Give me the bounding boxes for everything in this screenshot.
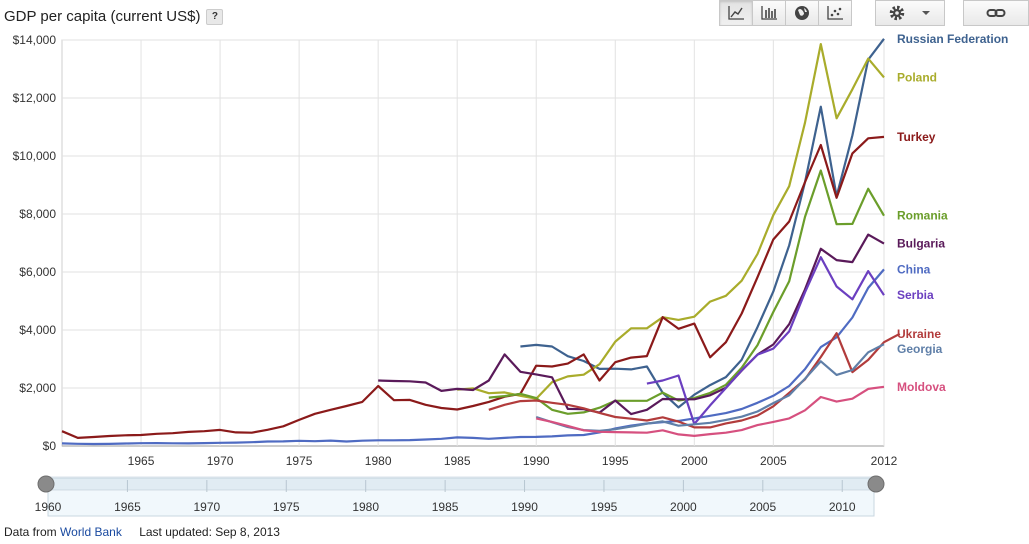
chart-series — [61, 38, 901, 446]
legend-item-china[interactable]: China — [897, 262, 931, 276]
y-axis: $0 $2,000 $4,000 $6,000 $8,000 $10,000 $12,000… — [13, 33, 57, 453]
legend-item-romania[interactable]: Romania — [897, 209, 948, 223]
y-tick-label: $6,000 — [19, 265, 56, 279]
slider-tick-label: 2010 — [829, 500, 856, 514]
slider-tick-label: 1985 — [432, 500, 459, 514]
x-tick-label: 1990 — [523, 454, 550, 468]
series-line-turkey[interactable] — [61, 135, 885, 439]
slider-tick-label: 1965 — [114, 500, 141, 514]
y-tick-label: $0 — [43, 439, 57, 453]
slider-tick-label: 1995 — [591, 500, 618, 514]
gear-icon — [889, 5, 905, 21]
slider-tick-label: 2005 — [749, 500, 776, 514]
x-tick-label: 2000 — [681, 454, 708, 468]
y-tick-label: $8,000 — [19, 207, 56, 221]
footer: Data from World Bank Last updated: Sep 8… — [4, 525, 280, 539]
legend-item-turkey[interactable]: Turkey — [897, 130, 936, 144]
settings-button[interactable] — [875, 0, 945, 26]
x-tick-label: 1965 — [128, 454, 155, 468]
bar-chart-icon — [761, 6, 777, 20]
source-prefix: Data from — [4, 525, 57, 539]
slider-tick-label: 1975 — [273, 500, 300, 514]
slider-track[interactable] — [47, 477, 875, 517]
y-tick-label: $14,000 — [13, 33, 57, 47]
legend-item-serbia[interactable]: Serbia — [897, 288, 934, 302]
legend-item-moldova[interactable]: Moldova — [897, 380, 946, 394]
series-line-bulgaria[interactable] — [378, 233, 885, 416]
scatter-chart-icon — [827, 6, 843, 20]
x-axis: 1965 1970 1975 1980 1985 1990 1995 2000 2005 2012 — [128, 454, 898, 468]
globe-icon — [795, 6, 809, 20]
y-tick-label: $2,000 — [19, 381, 56, 395]
chart-type-toolbar — [719, 0, 852, 28]
legend-item-georgia[interactable]: Georgia — [897, 342, 943, 356]
chart-title: GDP per capita (current US$) — [4, 8, 201, 25]
scatter-chart-button[interactable] — [818, 0, 852, 26]
settings-group — [875, 0, 945, 28]
slider-tick-label: 1990 — [511, 500, 538, 514]
legend-item-russian-federation[interactable]: Russian Federation — [897, 32, 1008, 46]
slider-tick-label: 1970 — [193, 500, 220, 514]
slider-tick-label: 2000 — [670, 500, 697, 514]
y-tick-label: $10,000 — [13, 149, 57, 163]
link-button[interactable] — [963, 0, 1029, 26]
line-chart-icon — [728, 6, 744, 20]
series-line-moldova[interactable] — [535, 385, 885, 437]
bar-chart-button[interactable] — [752, 0, 786, 26]
x-tick-label: 2012 — [871, 454, 898, 468]
legend-item-poland[interactable]: Poland — [897, 70, 937, 84]
share-group — [963, 0, 1029, 28]
legend-item-ukraine[interactable]: Ukraine — [897, 327, 941, 341]
link-icon — [986, 9, 1006, 17]
x-tick-label: 2005 — [760, 454, 787, 468]
series-line-poland[interactable] — [457, 42, 885, 400]
legend-item-bulgaria[interactable]: Bulgaria — [897, 237, 945, 251]
plot-area — [61, 39, 885, 447]
slider-tick-label: 1960 — [35, 500, 62, 514]
time-range-slider[interactable]: 1960 1965 1970 1975 1980 1985 1990 1995 2000 2005… — [35, 475, 885, 517]
last-updated: Last updated: Sep 8, 2013 — [139, 525, 280, 539]
x-tick-label: 1985 — [444, 454, 471, 468]
world-bank-link[interactable]: World Bank — [60, 525, 122, 539]
y-tick-label: $4,000 — [19, 323, 56, 337]
chart-legend: Russian Federation Poland Turkey Romania Bul… — [897, 32, 1008, 394]
chart-canvas: $0 $2,000 $4,000 $6,000 $8,000 $10,000 $12,000… — [13, 32, 1008, 517]
slider-handle-start[interactable] — [37, 475, 55, 493]
chart-grid — [61, 39, 885, 447]
page-title: GDP per capita (current US$)? — [4, 8, 224, 25]
series-line-russian-federation[interactable] — [520, 38, 885, 409]
help-button[interactable]: ? — [206, 9, 224, 25]
x-tick-label: 1995 — [602, 454, 629, 468]
x-tick-label: 1980 — [365, 454, 392, 468]
slider-handle-end[interactable] — [867, 475, 885, 493]
x-tick-label: 1975 — [286, 454, 313, 468]
slider-tick-label: 1980 — [352, 500, 379, 514]
y-tick-label: $12,000 — [13, 91, 57, 105]
series-line-serbia[interactable] — [646, 256, 885, 426]
slider-selection[interactable] — [48, 476, 874, 490]
chevron-down-icon — [922, 11, 930, 15]
series-line-china[interactable] — [61, 268, 885, 446]
series-line-ukraine[interactable] — [488, 332, 901, 429]
x-tick-label: 1970 — [207, 454, 234, 468]
